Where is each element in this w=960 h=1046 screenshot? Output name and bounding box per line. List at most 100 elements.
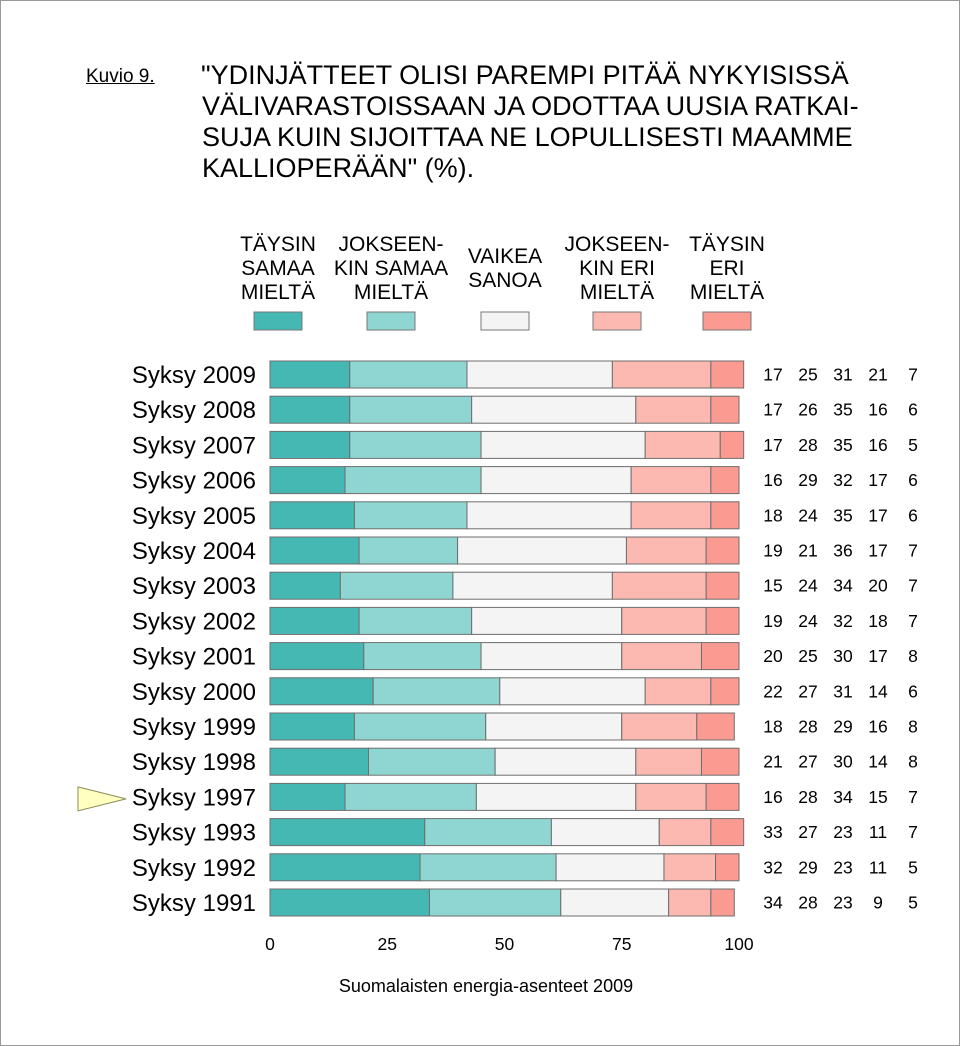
bar-segment xyxy=(719,430,745,459)
value-label: 33 xyxy=(763,822,782,842)
value-label: 17 xyxy=(868,541,887,561)
bar-segment xyxy=(269,747,369,776)
bar-segment xyxy=(363,642,482,671)
x-tick-label: 75 xyxy=(612,934,631,954)
bar-segment xyxy=(621,606,707,635)
legend-swatch xyxy=(480,311,530,331)
value-label: 11 xyxy=(869,857,887,877)
legend-label: TÄYSIN xyxy=(240,233,316,256)
value-label: 24 xyxy=(798,505,818,525)
bar-segment xyxy=(269,536,360,565)
bar-segment xyxy=(424,818,552,847)
bar-segment xyxy=(710,501,740,530)
bar-segment xyxy=(696,712,735,741)
bar-segment xyxy=(630,501,712,530)
category-label: Syksy 2003 xyxy=(132,573,256,600)
category-label: Syksy 1991 xyxy=(132,890,256,917)
value-label: 15 xyxy=(763,576,782,596)
bar-segment xyxy=(611,571,707,600)
value-label: 7 xyxy=(908,576,918,596)
bar-segment xyxy=(663,853,717,882)
bar-segment xyxy=(358,536,459,565)
value-label: 28 xyxy=(798,787,817,807)
bar-segment xyxy=(269,360,351,389)
bar-segment xyxy=(269,571,341,600)
bar-segment xyxy=(485,712,623,741)
bar-segment xyxy=(466,501,632,530)
value-label: 29 xyxy=(798,470,817,490)
value-label: 35 xyxy=(833,400,852,420)
category-label: Syksy 1993 xyxy=(132,820,256,847)
value-label: 7 xyxy=(908,611,918,631)
category-marker xyxy=(77,786,127,812)
value-label: 17 xyxy=(763,365,782,385)
legend-label: ERI xyxy=(709,257,744,280)
bar-segment xyxy=(644,430,721,459)
bar-segment xyxy=(710,818,745,847)
bar-segment xyxy=(466,360,613,389)
bar-segment xyxy=(611,360,712,389)
bar-segment xyxy=(560,888,670,917)
category-label: Syksy 2005 xyxy=(132,503,256,530)
bar-segment xyxy=(710,360,745,389)
bar-segment xyxy=(630,466,712,495)
bar-segment xyxy=(700,747,740,776)
bar-segment xyxy=(269,642,365,671)
legend-swatch xyxy=(253,311,303,331)
value-label: 28 xyxy=(798,717,817,737)
bar-segment xyxy=(457,536,627,565)
x-tick-label: 0 xyxy=(265,934,275,954)
value-label: 18 xyxy=(763,505,782,525)
value-label: 17 xyxy=(868,470,887,490)
category-label: Syksy 1998 xyxy=(132,749,256,776)
value-label: 16 xyxy=(763,787,782,807)
legend-label: MIELTÄ xyxy=(690,281,764,304)
value-label: 22 xyxy=(763,681,782,701)
category-label: Syksy 2008 xyxy=(132,397,256,424)
bars: Syksy 2009 17 25 31 21 7 Syksy 2008 17 26 35 16 6 Sy… xyxy=(132,360,918,917)
value-label: 25 xyxy=(798,646,817,666)
bar-segment xyxy=(499,677,646,706)
value-label: 5 xyxy=(908,857,918,877)
bar-segment xyxy=(494,747,637,776)
legend-label: JOKSEEN- xyxy=(564,233,669,256)
value-label: 19 xyxy=(763,541,782,561)
bar-segment xyxy=(480,430,646,459)
bar-segment xyxy=(668,888,712,917)
value-label: 18 xyxy=(868,611,887,631)
bar-segment xyxy=(269,677,374,706)
value-label: 21 xyxy=(868,365,887,385)
value-label: 27 xyxy=(798,822,817,842)
value-label: 20 xyxy=(763,646,783,666)
value-label: 28 xyxy=(798,435,817,455)
value-label: 16 xyxy=(763,470,782,490)
bar-segment xyxy=(705,606,740,635)
bar-segment xyxy=(710,395,740,424)
value-label: 9 xyxy=(873,893,883,913)
bar-segment xyxy=(621,712,698,741)
legend-swatch xyxy=(592,311,642,331)
bar-segment xyxy=(269,712,355,741)
legend-label: VAIKEA xyxy=(468,245,542,268)
value-label: 11 xyxy=(869,822,887,842)
category-label: Syksy 2009 xyxy=(132,362,256,389)
bar-segment xyxy=(625,536,707,565)
value-label: 30 xyxy=(833,752,853,772)
bar-segment xyxy=(269,606,360,635)
value-label: 16 xyxy=(868,717,887,737)
value-label: 7 xyxy=(908,787,918,807)
value-label: 23 xyxy=(833,822,852,842)
legend-label: KIN SAMAA xyxy=(334,257,448,280)
bar-segment xyxy=(353,501,468,530)
bar-segment xyxy=(269,501,355,530)
bar-segment xyxy=(644,677,712,706)
value-label: 24 xyxy=(798,611,818,631)
bar-segment xyxy=(471,395,637,424)
category-label: Syksy 2004 xyxy=(132,538,256,565)
bar-segment xyxy=(710,677,740,706)
bar-segment xyxy=(349,430,482,459)
bar-segment xyxy=(705,782,740,811)
value-label: 17 xyxy=(763,435,782,455)
